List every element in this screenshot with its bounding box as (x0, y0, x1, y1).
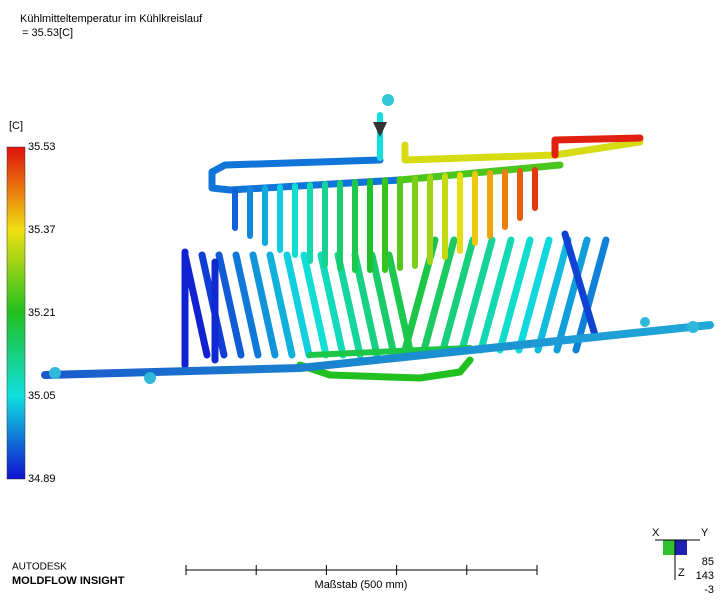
pipe (208, 156, 404, 194)
pipe (553, 236, 591, 354)
pipe (396, 161, 564, 184)
pipe (458, 236, 496, 354)
pipe (266, 251, 296, 359)
pipe (477, 236, 515, 354)
pipe (401, 138, 644, 164)
connector (144, 372, 156, 384)
pipe (41, 321, 714, 379)
inlet-arrow (373, 122, 387, 137)
triad-label: Y (701, 527, 709, 539)
cooling-circuit (41, 94, 714, 384)
view-number: -3 (704, 584, 714, 596)
pipe (561, 230, 599, 339)
connector (382, 94, 394, 106)
pipe (496, 236, 534, 354)
scale-label: Maßstab (500 mm) (315, 579, 408, 591)
result-title: Kühlmitteltemperatur im Kühlkreislauf (20, 13, 203, 25)
legend-label: 35.53 (28, 141, 56, 153)
triad-label: Z (678, 567, 685, 579)
pipe (317, 251, 347, 359)
legend-unit: [C] (9, 120, 23, 132)
scale-bar (185, 565, 538, 575)
pipe (368, 251, 398, 359)
pipe (334, 251, 364, 359)
pipe (572, 236, 610, 354)
view-number: 143 (696, 570, 714, 582)
triad-face (675, 540, 687, 555)
connector (49, 367, 61, 379)
pipe (283, 251, 313, 359)
view-number: 85 (702, 556, 714, 568)
pipe (551, 134, 644, 159)
color-bar (6, 146, 26, 480)
connector (687, 321, 699, 333)
pipe (534, 236, 572, 354)
pipe (300, 251, 330, 359)
pipe (296, 356, 474, 382)
legend-label: 35.37 (28, 224, 56, 236)
connector (640, 317, 650, 327)
pipe (420, 236, 458, 354)
pipe (232, 251, 262, 359)
pipe (249, 251, 279, 359)
triad-label: X (652, 527, 660, 539)
pipe (439, 236, 477, 354)
pipe (515, 236, 553, 354)
legend-labels: 35.53 35.37 35.21 35.05 34.89 (28, 141, 56, 485)
pipe (215, 251, 245, 359)
legend-label: 35.05 (28, 390, 56, 402)
pipe (181, 251, 211, 359)
pipe (351, 251, 381, 359)
triad-face (663, 540, 675, 555)
legend-label: 35.21 (28, 307, 56, 319)
result-value: = 35.53[C] (22, 27, 73, 39)
brand: AUTODESK (12, 562, 67, 573)
legend-label: 34.89 (28, 473, 56, 485)
product: MOLDFLOW INSIGHT (12, 575, 125, 587)
